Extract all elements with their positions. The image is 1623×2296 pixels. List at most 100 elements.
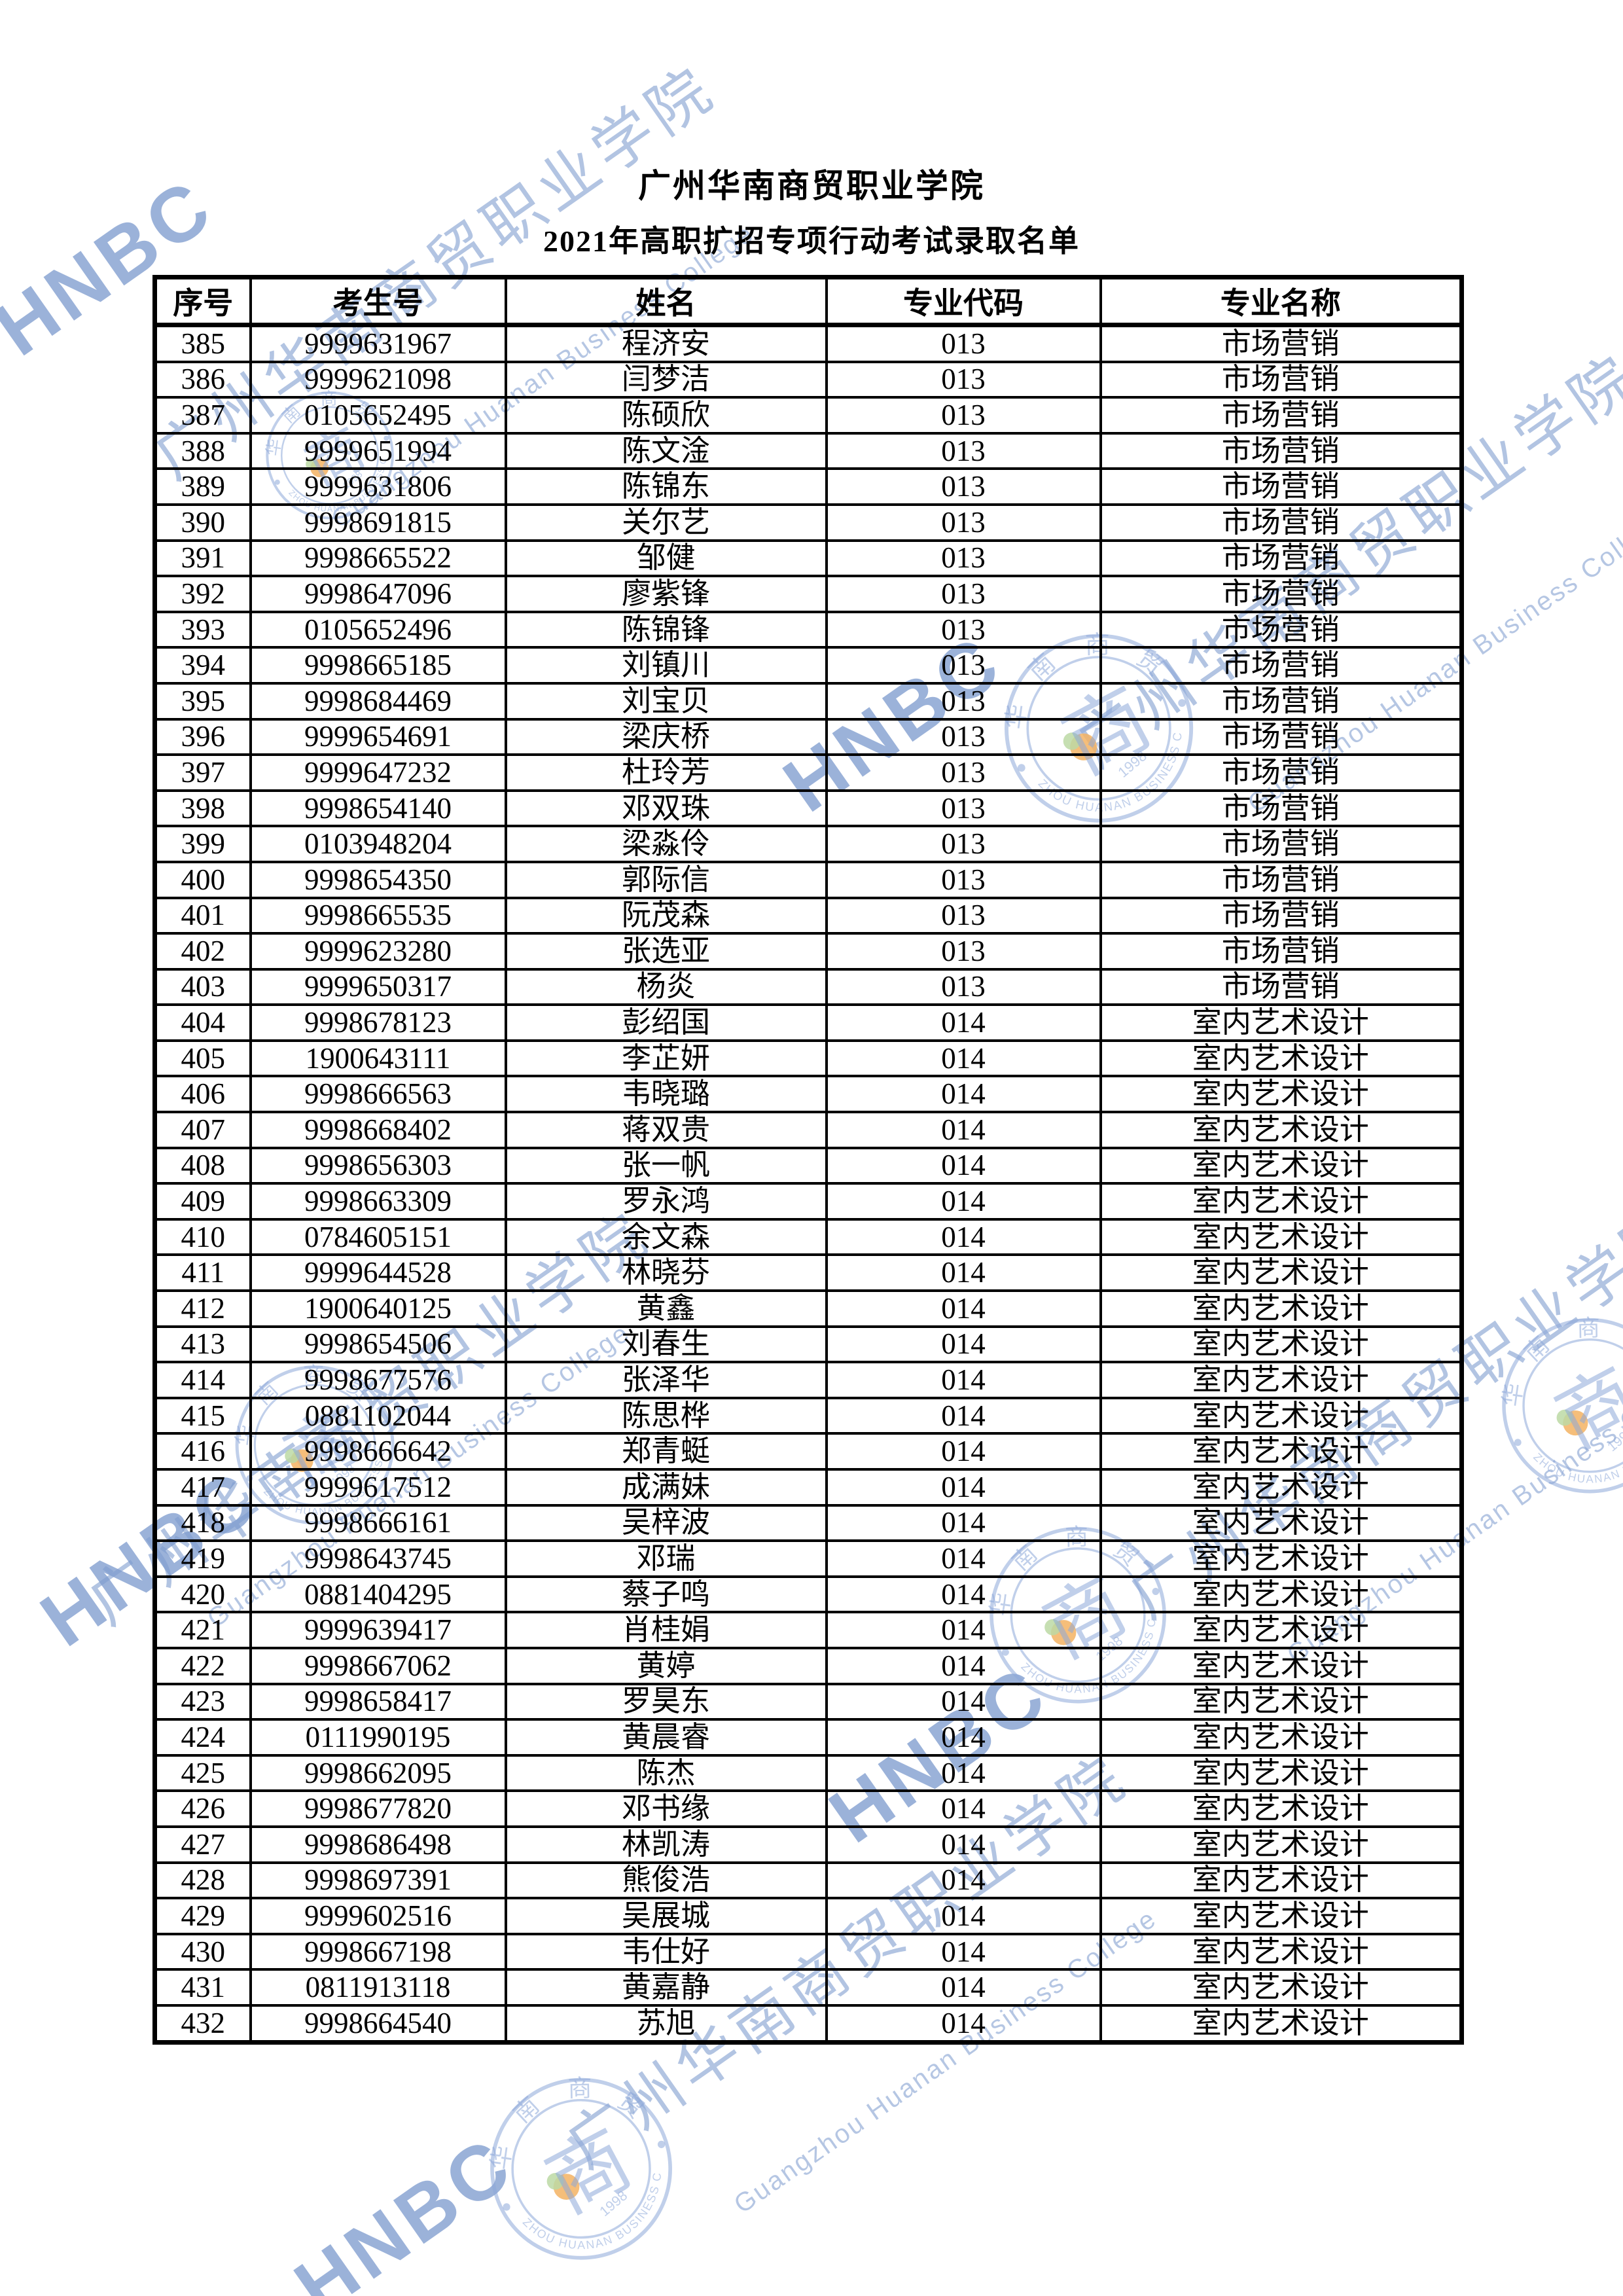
cell-name: 张一帆 (504, 1146, 828, 1185)
cell-major-name: 室内艺术设计 (1099, 1075, 1463, 1114)
table-row: 391 9998665522 邹健 013 市场营销 (153, 539, 1463, 578)
cell-candidate-no: 9999631967 (249, 323, 507, 363)
cell-major-name: 室内艺术设计 (1099, 1825, 1463, 1864)
cell-major-code: 014 (825, 1146, 1102, 1185)
cell-serial: 420 (153, 1575, 252, 1614)
cell-serial: 395 (153, 681, 252, 721)
svg-text:华: 华 (1498, 1382, 1527, 1408)
cell-name: 阮茂森 (504, 896, 828, 935)
watermark-hnbc-text: HNBC (279, 2119, 529, 2296)
cell-candidate-no: 0881102044 (249, 1396, 507, 1435)
cell-major-code: 014 (825, 1932, 1102, 1971)
cell-major-code: 013 (825, 825, 1102, 863)
cell-name: 陈文淦 (504, 431, 828, 471)
cell-candidate-no: 9998665522 (249, 539, 507, 578)
cell-candidate-no: 1900643111 (249, 1039, 507, 1078)
cell-major-name: 市场营销 (1099, 323, 1463, 363)
cell-major-code: 014 (825, 1861, 1102, 1900)
table-row: 407 9998668402 蒋双贵 014 室内艺术设计 (153, 1111, 1463, 1149)
cell-serial: 398 (153, 789, 252, 828)
cell-major-name: 室内艺术设计 (1099, 1897, 1463, 1935)
cell-major-name: 室内艺术设计 (1099, 1968, 1463, 2007)
table-row: 402 9999623280 张选亚 013 市场营销 (153, 932, 1463, 971)
cell-name: 苏旭 (504, 2003, 828, 2044)
cell-name: 张选亚 (504, 932, 828, 971)
table-row: 405 1900643111 李芷妍 014 室内艺术设计 (153, 1039, 1463, 1078)
svg-text:1998: 1998 (597, 2187, 631, 2219)
cell-major-code: 013 (825, 431, 1102, 471)
cell-major-code: 014 (825, 1753, 1102, 1793)
table-row: 389 9999631806 陈锦东 013 市场营销 (153, 467, 1463, 506)
table-row: 403 9999650317 杨炎 013 市场营销 (153, 967, 1463, 1007)
cell-major-code: 014 (825, 1718, 1102, 1757)
cell-name: 刘宝贝 (504, 681, 828, 721)
cell-major-code: 013 (825, 717, 1102, 757)
cell-major-code: 014 (825, 1825, 1102, 1864)
list-title: 2021年高职扩招专项行动考试录取名单 (543, 224, 1080, 258)
cell-candidate-no: 9998658417 (249, 1682, 507, 1721)
cell-serial: 404 (153, 1003, 252, 1042)
table-row: 426 9998677820 邓书缘 014 室内艺术设计 (153, 1789, 1463, 1828)
cell-name: 陈锦东 (504, 467, 828, 506)
cell-candidate-no: 9998686498 (249, 1825, 507, 1864)
cell-major-name: 市场营销 (1099, 360, 1463, 399)
cell-name: 张泽华 (504, 1361, 828, 1399)
cell-major-code: 013 (825, 932, 1102, 971)
cell-candidate-no: 0103948204 (249, 825, 507, 863)
cell-candidate-no: 9999654691 (249, 717, 507, 757)
cell-name: 韦仕好 (504, 1932, 828, 1971)
column-header-major-code: 专业代码 (825, 276, 1102, 327)
cell-candidate-no: 9998662095 (249, 1753, 507, 1793)
cell-major-name: 室内艺术设计 (1099, 1646, 1463, 1685)
cell-serial: 413 (153, 1325, 252, 1364)
svg-text:商: 商 (533, 2115, 645, 2230)
cell-major-code: 013 (825, 860, 1102, 899)
cell-serial: 399 (153, 825, 252, 863)
cell-serial: 397 (153, 753, 252, 792)
cell-major-name: 室内艺术设计 (1099, 1396, 1463, 1435)
cell-major-name: 室内艺术设计 (1099, 1432, 1463, 1471)
cell-major-code: 013 (825, 646, 1102, 685)
cell-name: 廖紫锋 (504, 575, 828, 613)
cell-candidate-no: 0105652496 (249, 610, 507, 649)
cell-serial: 411 (153, 1253, 252, 1293)
cell-major-name: 室内艺术设计 (1099, 1539, 1463, 1578)
school-name-title: 广州华南商贸职业学院 (638, 168, 985, 204)
cell-candidate-no: 9999650317 (249, 967, 507, 1007)
table-row: 406 9998666563 韦晓璐 014 室内艺术设计 (153, 1075, 1463, 1114)
table-row: 409 9998663309 罗永鸿 014 室内艺术设计 (153, 1182, 1463, 1221)
admission-roster-table: 序号 考生号 姓名 专业代码 专业名称 385 9999631967 程济安 013 市场营销 3… (152, 275, 1464, 2045)
cell-name: 成满妹 (504, 1468, 828, 1507)
cell-candidate-no: 1900640125 (249, 1289, 507, 1328)
svg-text:贸: 贸 (613, 2087, 649, 2123)
cell-name: 黄嘉静 (504, 1968, 828, 2007)
cell-major-code: 014 (825, 1361, 1102, 1399)
cell-major-name: 室内艺术设计 (1099, 1575, 1463, 1614)
cell-major-name: 市场营销 (1099, 789, 1463, 828)
cell-major-code: 014 (825, 1682, 1102, 1721)
cell-major-code: 014 (825, 1503, 1102, 1543)
table-row: 424 0111990195 黄晨睿 014 室内艺术设计 (153, 1718, 1463, 1757)
cell-candidate-no: 9999621098 (249, 360, 507, 399)
cell-major-name: 室内艺术设计 (1099, 1003, 1463, 1042)
table-row: 390 9998691815 关尔艺 013 市场营销 (153, 503, 1463, 542)
cell-candidate-no: 9998665185 (249, 646, 507, 685)
cell-major-name: 室内艺术设计 (1099, 1468, 1463, 1507)
cell-major-name: 室内艺术设计 (1099, 1503, 1463, 1543)
cell-serial: 423 (153, 1682, 252, 1721)
table-row: 387 0105652495 陈硕欣 013 市场营销 (153, 396, 1463, 435)
cell-major-code: 013 (825, 610, 1102, 649)
table-row: 420 0881404295 蔡子鸣 014 室内艺术设计 (153, 1575, 1463, 1614)
column-header-candidate-no: 考生号 (249, 276, 507, 327)
cell-major-name: 室内艺术设计 (1099, 1146, 1463, 1185)
cell-major-name: 市场营销 (1099, 575, 1463, 613)
table-row: 400 9998654350 郭际信 013 市场营销 (153, 860, 1463, 899)
table-row: 413 9998654506 刘春生 014 室内艺术设计 (153, 1325, 1463, 1364)
table-row: 430 9998667198 韦仕好 014 室内艺术设计 (153, 1932, 1463, 1971)
cell-serial: 428 (153, 1861, 252, 1900)
cell-name: 刘镇川 (504, 646, 828, 685)
cell-major-code: 014 (825, 1039, 1102, 1078)
cell-serial: 417 (153, 1468, 252, 1507)
cell-serial: 415 (153, 1396, 252, 1435)
